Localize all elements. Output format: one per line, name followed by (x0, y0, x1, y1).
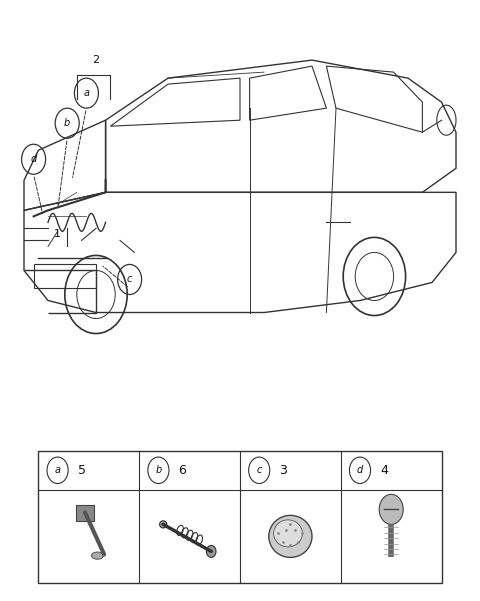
Text: 3: 3 (279, 464, 287, 477)
Text: d: d (357, 465, 363, 475)
Text: 4: 4 (380, 464, 388, 477)
Text: a: a (84, 88, 89, 98)
Text: b: b (155, 465, 162, 475)
Text: 5: 5 (78, 464, 85, 477)
Ellipse shape (269, 515, 312, 558)
Text: 1: 1 (54, 230, 61, 239)
Text: c: c (127, 275, 132, 284)
Text: d: d (30, 154, 37, 164)
Circle shape (379, 494, 403, 524)
FancyBboxPatch shape (76, 505, 94, 520)
Bar (38, 451, 442, 583)
Text: c: c (256, 465, 262, 475)
Text: b: b (64, 118, 71, 128)
Text: 6: 6 (179, 464, 186, 477)
Ellipse shape (91, 552, 104, 559)
Text: 2: 2 (93, 55, 99, 65)
Ellipse shape (274, 520, 302, 547)
Text: a: a (55, 465, 60, 475)
Ellipse shape (159, 520, 167, 528)
Ellipse shape (206, 546, 216, 558)
